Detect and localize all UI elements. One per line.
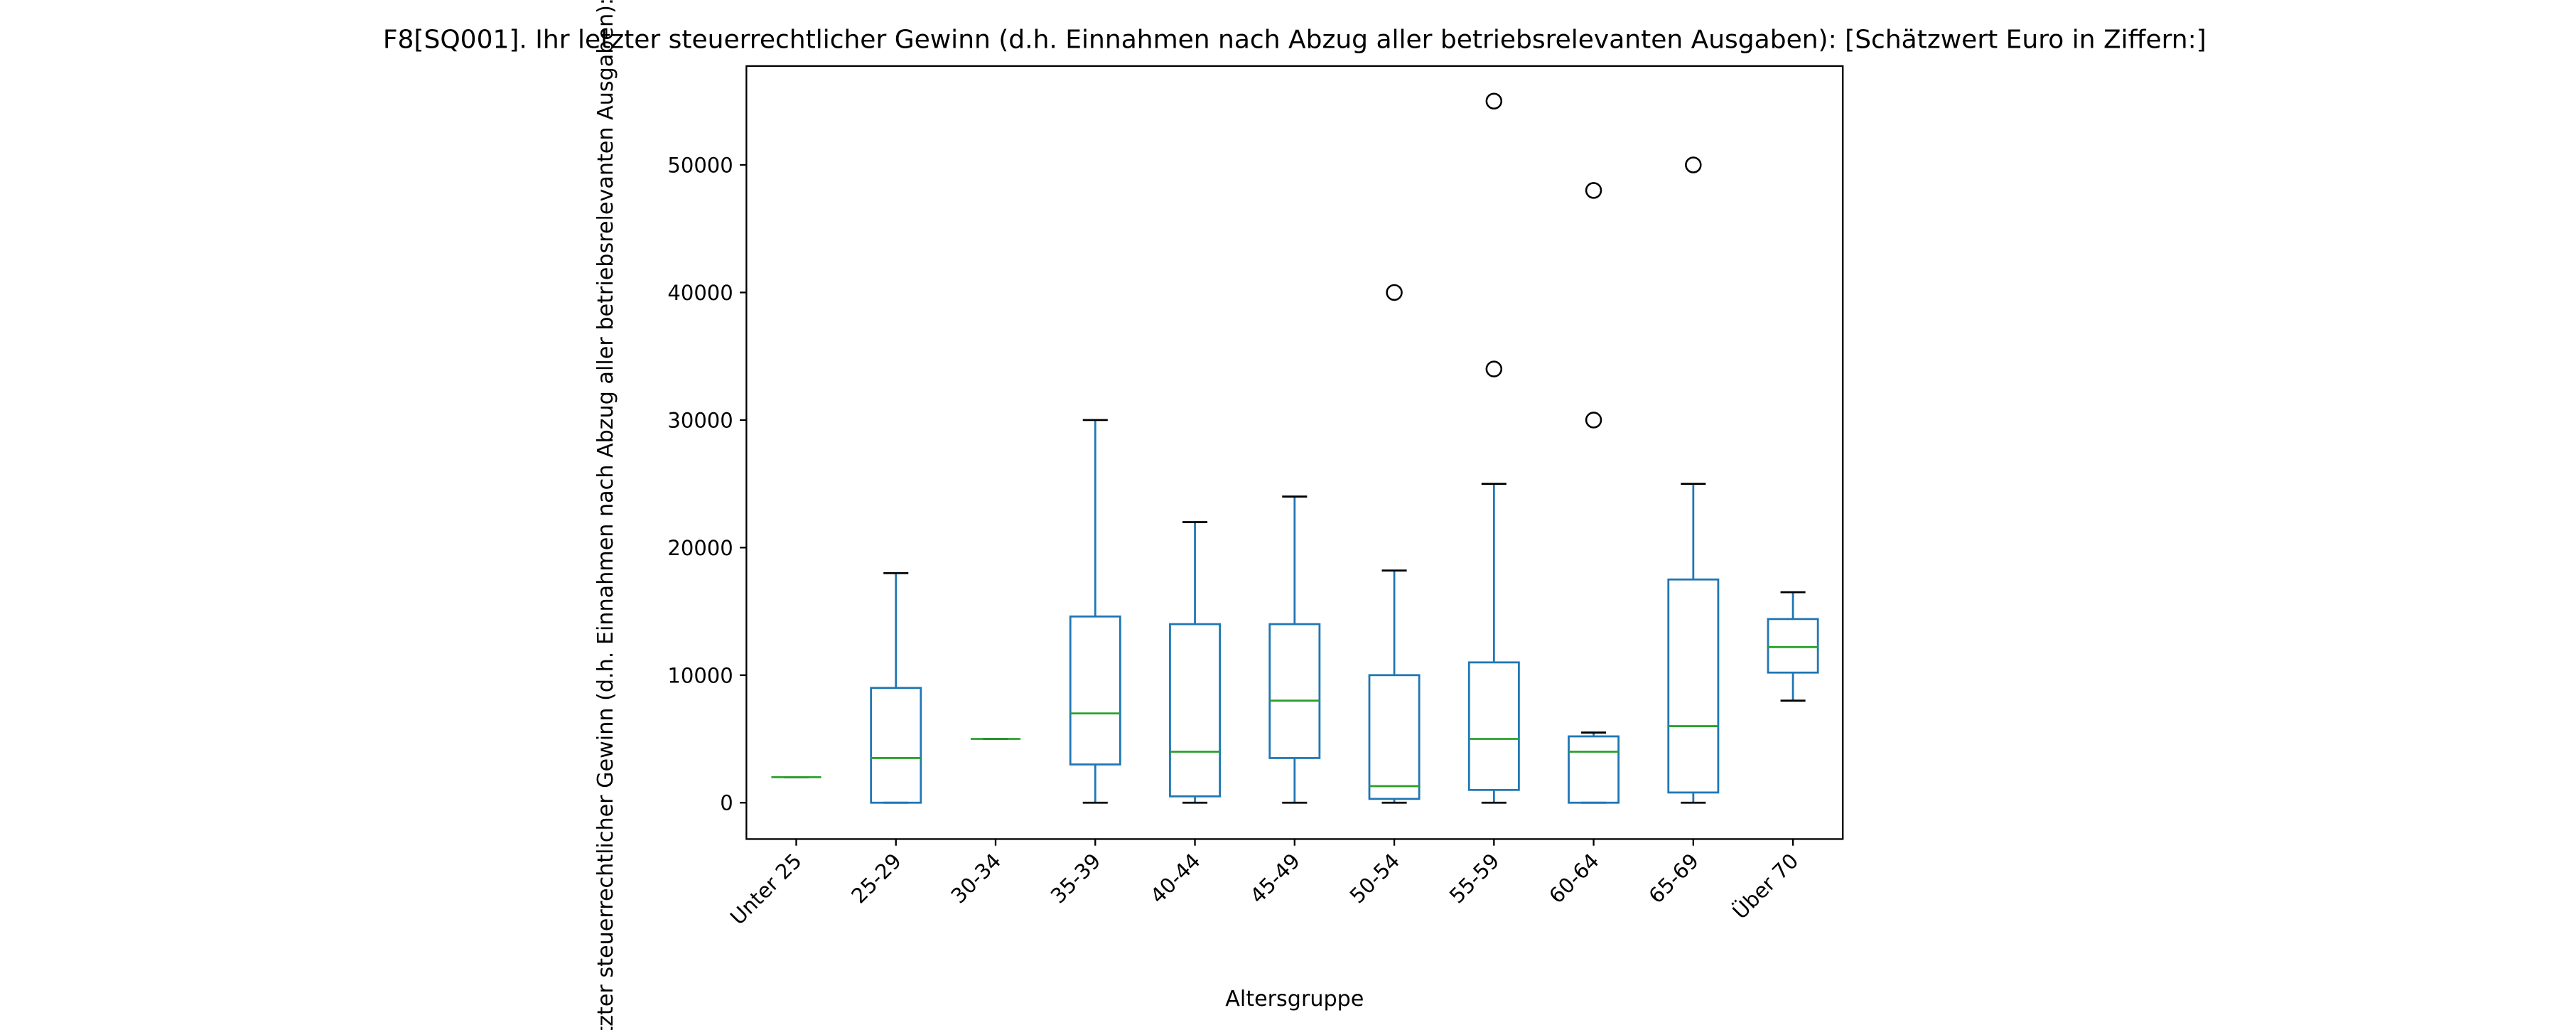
box [1568, 735, 1620, 804]
x-axis-label: Altersgruppe [1225, 987, 1364, 1012]
box [1069, 615, 1121, 766]
x-tick-label: 60-64 [1544, 849, 1604, 908]
x-tick-label: Unter 25 [726, 849, 807, 930]
y-tick-label: 20000 [667, 536, 733, 560]
outlier [1386, 284, 1403, 301]
chart-title: F8[SQ001]. Ihr letzter steuerrechtlicher… [383, 25, 2206, 54]
x-tick-label: 35-39 [1046, 849, 1106, 908]
box [1467, 661, 1520, 791]
y-tick-label: 10000 [667, 663, 733, 687]
y-tick-label: 0 [720, 791, 733, 815]
x-tick-label: 45-49 [1245, 849, 1305, 908]
outlier [1585, 412, 1602, 429]
plot-frame [745, 65, 1844, 840]
y-tick-label: 40000 [667, 281, 733, 305]
x-tick-label: 30-34 [947, 849, 1006, 908]
outlier [1485, 360, 1503, 377]
x-tick-label: 55-59 [1445, 849, 1504, 908]
y-axis-label: F8[SQ001]. Ihr letzter steuerrechtlicher… [593, 0, 618, 1030]
box [870, 687, 922, 804]
box [1368, 674, 1421, 800]
x-tick-label: 50-54 [1345, 849, 1405, 908]
x-tick-label: 65-69 [1644, 849, 1703, 908]
y-tick-label: 30000 [667, 408, 733, 432]
outlier [1685, 156, 1702, 173]
x-tick-label: 40-44 [1146, 849, 1205, 908]
box [1169, 623, 1221, 798]
x-tick-label: 25-29 [846, 849, 906, 908]
outlier [1585, 182, 1602, 199]
box [1767, 618, 1819, 674]
x-tick-label: Über 70 [1728, 849, 1804, 924]
outlier [1485, 92, 1503, 110]
box [1667, 578, 1720, 794]
y-tick-label: 50000 [667, 153, 733, 177]
box [1268, 623, 1321, 759]
